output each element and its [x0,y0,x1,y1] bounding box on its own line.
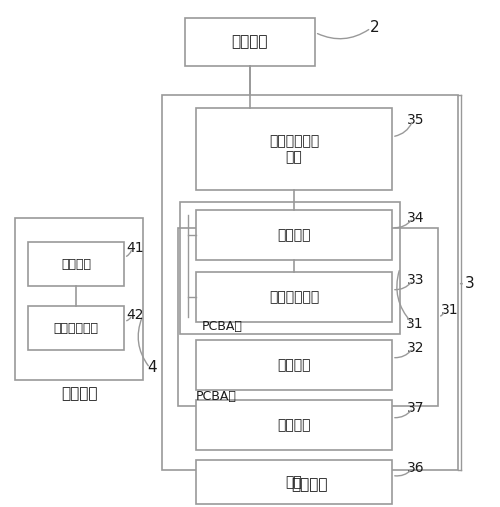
Text: 3: 3 [465,275,475,291]
Text: 36: 36 [407,461,425,475]
Text: 4: 4 [147,360,157,376]
Text: 天线匹配电路
模块: 天线匹配电路 模块 [269,134,319,164]
Bar [196,272,392,322]
Text: 耳机天线: 耳机天线 [232,34,268,50]
Text: PCBA板: PCBA板 [196,389,236,403]
Text: 33: 33 [407,273,425,287]
Text: 31: 31 [441,303,459,317]
Text: 41: 41 [126,241,144,255]
Bar [196,460,392,504]
Bar [180,202,400,334]
Text: 功能组件: 功能组件 [292,478,328,492]
Text: 37: 37 [407,401,425,415]
Text: 电池单元: 电池单元 [277,358,311,372]
Text: 控制电路模块: 控制电路模块 [54,321,98,335]
Bar [196,340,392,390]
Text: 2: 2 [370,20,380,35]
Text: 蓝牙模块: 蓝牙模块 [277,228,311,242]
Text: 35: 35 [407,113,425,127]
Text: 42: 42 [126,308,144,322]
Bar [196,108,392,190]
Text: 按键模块: 按键模块 [61,386,97,402]
Bar [15,218,143,380]
Bar [28,306,124,350]
Text: 32: 32 [407,341,425,355]
Text: 磁铁: 磁铁 [286,475,302,489]
Bar [178,228,438,406]
Bar [28,242,124,286]
Text: 物理按键: 物理按键 [61,258,91,271]
Text: PCBA板: PCBA板 [202,319,242,333]
Bar [196,400,392,450]
Bar [162,95,458,470]
Text: 31: 31 [406,317,424,331]
Text: 34: 34 [407,211,425,225]
Bar [185,18,315,66]
Bar [196,210,392,260]
Text: 音频模块: 音频模块 [277,418,311,432]
Text: 电池充电模块: 电池充电模块 [269,290,319,304]
